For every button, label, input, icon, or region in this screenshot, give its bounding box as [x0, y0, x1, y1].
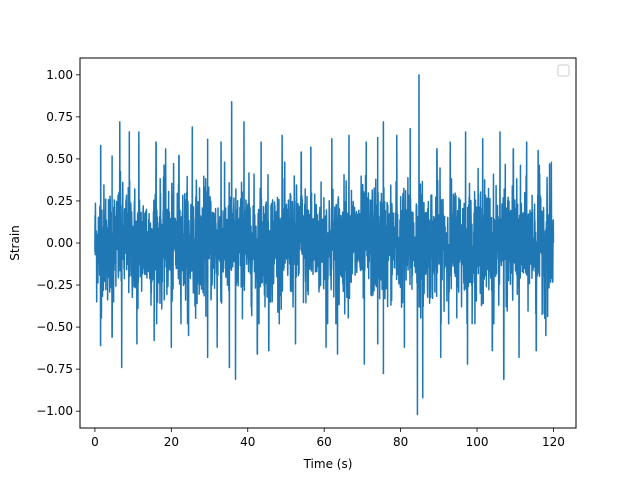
x-tick-label: 20: [164, 435, 179, 449]
x-tick-label: 80: [393, 435, 408, 449]
y-tick-label: 0.25: [46, 194, 73, 208]
y-tick-label: 1.00: [46, 68, 73, 82]
y-tick-label: −0.50: [36, 320, 73, 334]
legend-box: [557, 64, 570, 77]
y-tick-label: −0.75: [36, 362, 73, 376]
y-tick-label: 0.75: [46, 110, 73, 124]
x-tick-label: 60: [317, 435, 332, 449]
y-axis-label: Strain: [8, 225, 22, 261]
x-tick-label: 0: [91, 435, 99, 449]
y-tick-label: 0.50: [46, 152, 73, 166]
plot-area: [94, 74, 555, 416]
axes-frame: [79, 57, 577, 429]
y-tick-label: −1.00: [36, 404, 73, 418]
strain-series-line: [94, 74, 555, 416]
x-axis-label: Time (s): [303, 457, 353, 471]
y-tick-label: −0.25: [36, 278, 73, 292]
x-axis-ticks: 0 20 40 60 80 100 120: [91, 428, 565, 449]
y-axis-ticks: −1.00 −0.75 −0.50 −0.25 0.00 0.25 0.50 0.75 1.00: [36, 68, 80, 418]
x-tick-label: 40: [240, 435, 255, 449]
x-tick-label: 120: [542, 435, 565, 449]
x-tick-label: 100: [466, 435, 489, 449]
y-tick-label: 0.00: [46, 236, 73, 250]
